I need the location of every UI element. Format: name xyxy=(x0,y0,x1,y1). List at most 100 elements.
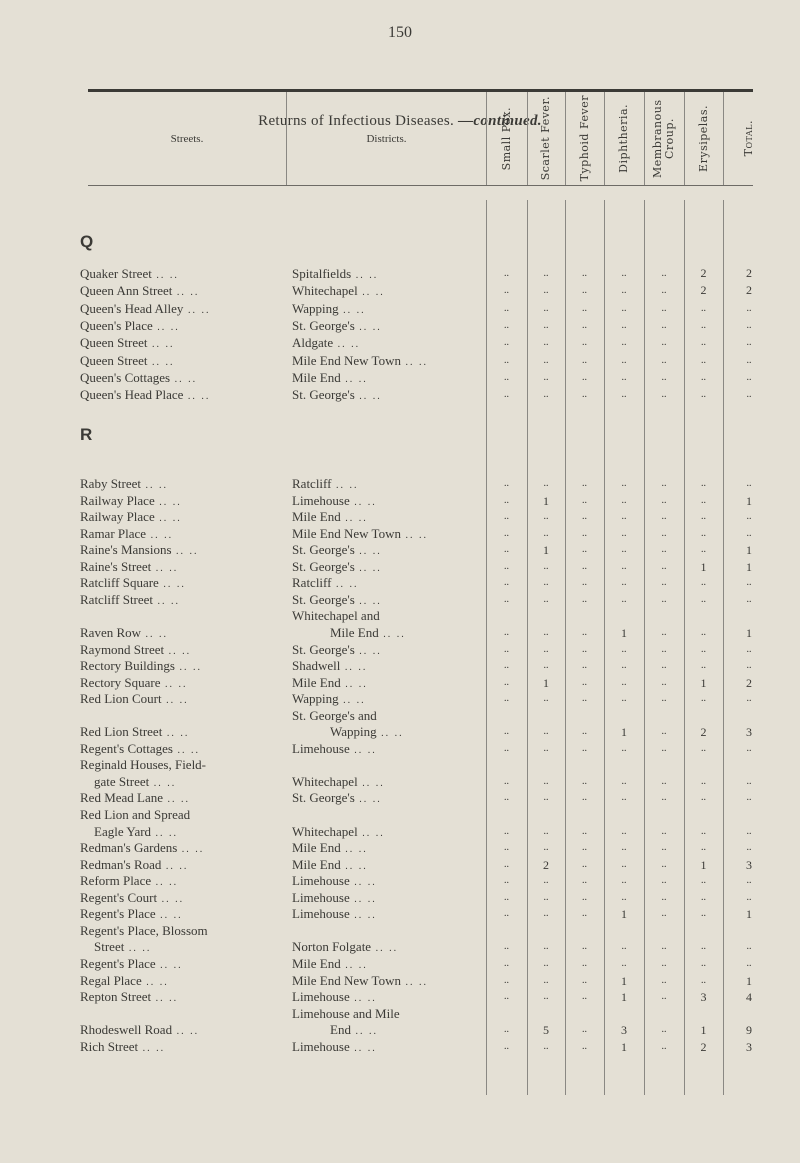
district-text: Whitechapel xyxy=(292,773,358,789)
value-cell: .. xyxy=(746,337,752,349)
district-text: End xyxy=(330,1022,351,1038)
district-text: Limehouse xyxy=(292,989,350,1005)
value-cell: .. xyxy=(746,593,752,605)
value-cell: .. xyxy=(661,319,667,331)
value-cell: .. xyxy=(504,775,509,787)
value-cell: .. xyxy=(621,676,627,688)
value-cell: .. xyxy=(543,354,549,366)
district-name: Wapping .. .. xyxy=(292,300,486,317)
value-cell: .. xyxy=(543,792,549,804)
value-cell: .. xyxy=(661,593,667,605)
value-cell: .. xyxy=(661,891,667,903)
table-row: Rhodeswell Road .. .. Limehouse and Mile E… xyxy=(0,1006,800,1039)
value-cell: .. xyxy=(504,337,509,349)
value-cell: .. xyxy=(701,577,706,589)
value-cell: .. xyxy=(746,527,752,539)
value-cell: .. xyxy=(504,354,509,366)
column-rule xyxy=(527,200,528,1095)
value-cell: .. xyxy=(661,676,667,688)
value-cell: .. xyxy=(543,319,549,331)
value-cell: .. xyxy=(543,285,549,297)
street-text: Redman's Gardens xyxy=(80,840,178,856)
value-cell: .. xyxy=(746,891,752,903)
value-cell: .. xyxy=(543,643,549,655)
table-row: Raven Row .. .. Whitechapel and Mile End .… xyxy=(0,608,800,641)
value-cell: 1 xyxy=(621,990,627,1005)
value-cell: 1 xyxy=(543,675,549,690)
street-name: Rectory Buildings .. .. xyxy=(80,658,285,675)
street-name: Ratcliff Square .. .. xyxy=(80,575,285,592)
street-text: Red Lion Street xyxy=(80,724,163,740)
value-cell: .. xyxy=(543,941,549,953)
district-name: Whitechapel .. .. xyxy=(292,282,486,299)
value-cell: .. xyxy=(701,660,706,672)
district-name: Mile End New Town .. .. xyxy=(292,973,486,990)
dot-leader: .. .. xyxy=(371,943,399,955)
value-cell: .. xyxy=(661,544,667,556)
district-name: St. George's .. .. xyxy=(292,386,486,403)
value-cell: .. xyxy=(504,957,509,969)
street-name: Repton Street .. .. xyxy=(80,989,285,1006)
value-cell: .. xyxy=(504,991,509,1003)
district-name: Limehouse .. .. xyxy=(292,1039,486,1056)
value-cell: .. xyxy=(701,875,706,887)
header-disease: Erysipelas. xyxy=(684,92,723,185)
value-cell: .. xyxy=(504,478,509,489)
value-cell: .. xyxy=(582,511,587,523)
value-cell: .. xyxy=(582,842,587,854)
value-cell: .. xyxy=(504,593,509,605)
dot-leader: .. .. xyxy=(340,844,368,856)
dot-leader: .. .. xyxy=(350,1026,378,1038)
table-row: Regent's Place .. .. Mile End .. ........… xyxy=(0,956,800,973)
header-disease-label: Erysipelas. xyxy=(696,105,710,172)
value-cell: .. xyxy=(661,494,667,506)
street-text: Rectory Buildings xyxy=(80,658,175,674)
table-row: Regent's Place .. .. Limehouse .. .......… xyxy=(0,906,800,923)
street-text: Red Mead Lane xyxy=(80,790,164,806)
header-streets: Streets. xyxy=(88,92,286,185)
value-cell: .. xyxy=(582,693,587,705)
district-text: Mile End xyxy=(292,369,341,385)
district-name: Shadwell .. .. xyxy=(292,658,486,675)
value-cell: .. xyxy=(621,478,627,489)
district-name: Aldgate .. .. xyxy=(292,334,486,351)
value-cell: .. xyxy=(661,775,667,787)
value-cell: .. xyxy=(504,974,509,986)
street-text: Street xyxy=(94,939,125,955)
district-text: Spitalfields xyxy=(292,266,352,281)
street-text: Quaker Street xyxy=(80,266,152,281)
value-cell: .. xyxy=(621,371,627,383)
street-text: Queen's Head Place xyxy=(80,387,184,403)
table-row: Ramar Place .. .. Mile End New Town .. ..… xyxy=(0,526,800,543)
value-cell: .. xyxy=(746,302,752,314)
dot-leader: .. .. xyxy=(331,579,359,591)
street-name: Queen's Head Place .. .. xyxy=(80,386,285,403)
table-row: Quaker Street .. .. Spitalfields .. .....… xyxy=(0,265,800,282)
dot-leader: .. .. xyxy=(170,373,198,385)
district-text: Limehouse xyxy=(292,889,350,905)
street-text: Reform Place xyxy=(80,873,152,889)
value-cell: .. xyxy=(582,891,587,903)
table-row: Regent's Place, Blossom Street .. .. Norto… xyxy=(0,923,800,956)
district-text: St. George's xyxy=(292,790,355,806)
value-cell: .. xyxy=(543,478,549,489)
value-cell: .. xyxy=(661,511,667,523)
street-name: Railway Place .. .. xyxy=(80,509,285,526)
dot-leader: .. .. xyxy=(141,976,169,988)
value-cell: .. xyxy=(746,354,752,366)
dot-leader: .. .. xyxy=(400,976,428,988)
district-text: Limehouse xyxy=(292,906,350,922)
value-cell: .. xyxy=(746,792,752,804)
district-text: Mile End xyxy=(292,674,341,690)
district-name: St. George's .. .. xyxy=(292,317,486,334)
dot-leader: .. .. xyxy=(154,496,182,508)
value-cell: .. xyxy=(504,660,509,672)
value-cell: .. xyxy=(504,302,509,314)
table-row: Rectory Buildings .. .. Shadwell .. .....… xyxy=(0,658,800,675)
value-cell: .. xyxy=(661,792,667,804)
district-text: Wapping xyxy=(330,724,377,740)
district-text: Mile End xyxy=(292,840,341,856)
value-cell: 2 xyxy=(746,283,752,298)
column-rule xyxy=(644,200,645,1095)
value-cell: .. xyxy=(621,792,627,804)
